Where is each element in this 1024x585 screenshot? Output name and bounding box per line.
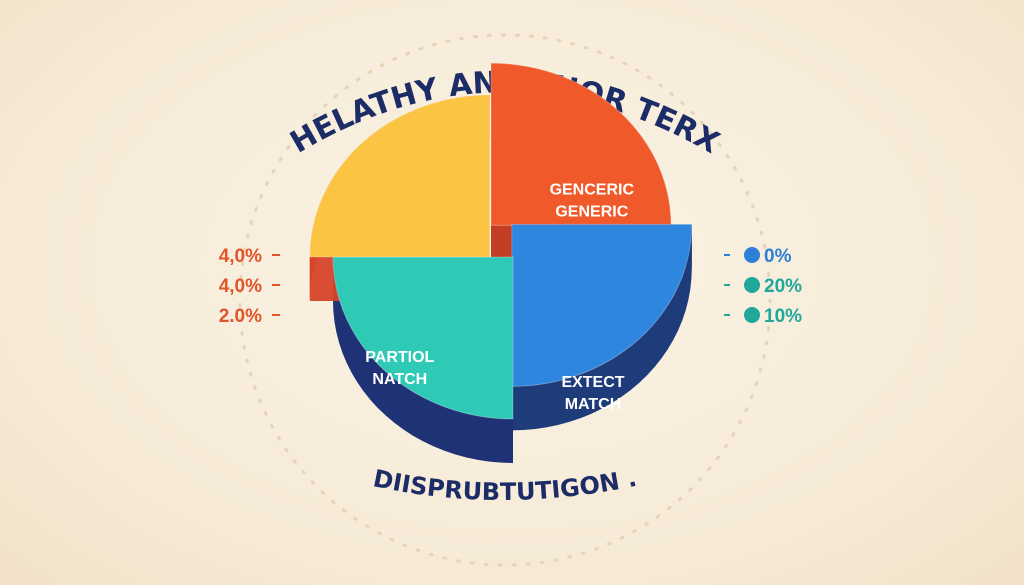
- pie-slice-side-2: [511, 224, 692, 431]
- left-legend-label-3: 2.0%: [219, 306, 262, 327]
- pie-slice-label-4: PARTIOL NATCH: [365, 349, 434, 388]
- decorative-dotted-ring: [238, 33, 772, 567]
- pie-slice-2: [511, 223, 693, 387]
- pie-slice-label-3: EXTECT MATCH: [561, 374, 624, 413]
- right-legend-label-1: 0%: [764, 246, 792, 267]
- right-legend-label-2: 20%: [764, 276, 802, 297]
- right-legend-dot-2: [744, 277, 760, 293]
- pie-slice-1: [490, 62, 672, 226]
- right-legend-dot-3: [744, 307, 760, 323]
- pie-slice-label-2: GENCERIC GENERIC: [550, 181, 635, 220]
- left-legend: 4,0% 4,0% 2.0%: [219, 246, 280, 327]
- pie-slice-4: [309, 94, 491, 258]
- right-legend: 0% 20% 10%: [724, 246, 802, 327]
- pie-chart: BREANDEDGENCERICGENERICEXTECTMATCHPARTIO…: [309, 62, 693, 463]
- chart-subtitle: DIISPRUBTUTIGON .: [371, 464, 639, 506]
- left-legend-label-2: 4,0%: [219, 276, 262, 297]
- left-legend-label-1: 4,0%: [219, 246, 262, 267]
- right-legend-label-3: 10%: [764, 306, 802, 327]
- pie-slice-side-3: [333, 257, 513, 463]
- right-legend-dot-1: [744, 247, 760, 263]
- pie-slice-3: [332, 256, 514, 420]
